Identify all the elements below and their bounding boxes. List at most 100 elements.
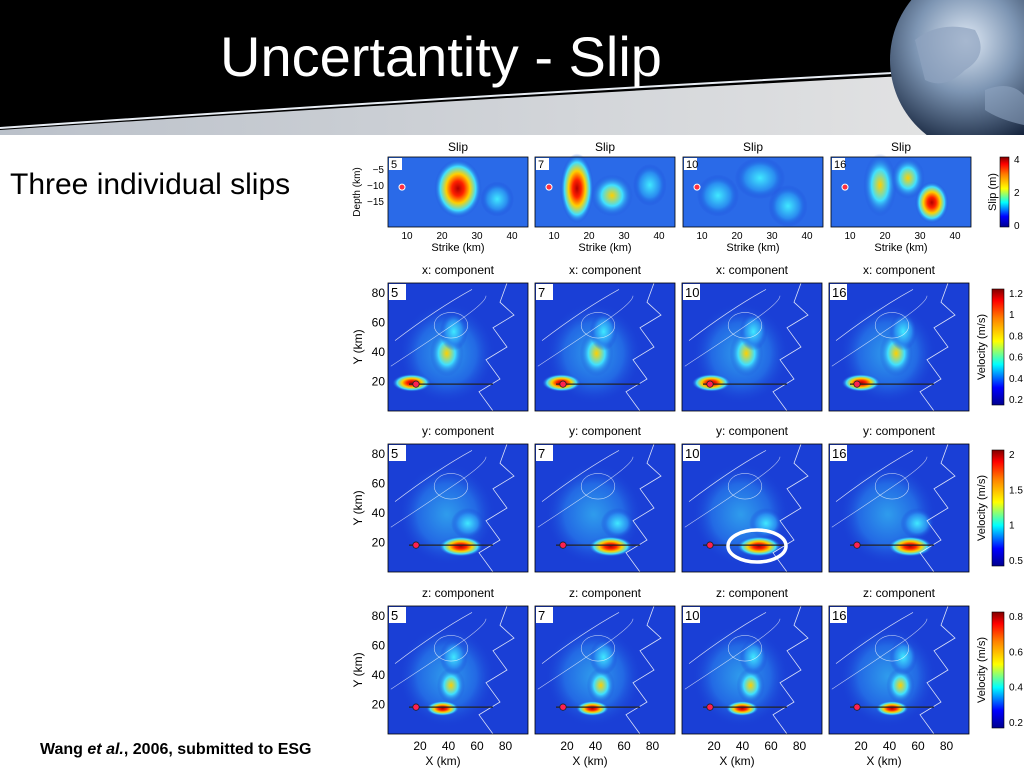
hypocenter-marker [559, 703, 567, 711]
slip-colorbar-tick: 2 [1014, 188, 1020, 199]
model-number-box [830, 607, 847, 623]
slip-colorbar [999, 156, 1010, 228]
map-xtick: 40 [736, 739, 750, 753]
velocity-patch [875, 700, 909, 717]
map-xtick: 60 [617, 739, 631, 753]
map-ytick: 60 [372, 316, 386, 330]
map-xtick: 20 [560, 739, 574, 753]
slip-patch [863, 153, 897, 217]
slip-colorbar-label: Slip (m) [987, 173, 999, 211]
velocity-patch [586, 667, 615, 704]
slip-xtick: 30 [471, 231, 483, 242]
map-ytick: 80 [372, 609, 386, 623]
map-xlabel: X (km) [719, 754, 754, 768]
model-number-box [684, 158, 697, 170]
slide-title: Uncertantity - Slip [220, 25, 662, 88]
slip-xlabel: Strike (km) [431, 242, 484, 254]
velocity-map [681, 605, 823, 735]
velocity-patch [439, 639, 468, 676]
velocity-map [387, 605, 529, 735]
velocity-patch [736, 536, 782, 557]
citation-etal: et al. [87, 741, 124, 758]
velocity-patch [600, 508, 635, 539]
component-panel-title: x: component [716, 263, 789, 277]
velocity-map [828, 605, 970, 735]
velocity-patch [589, 639, 618, 676]
component-panel-title: z: component [569, 586, 642, 600]
velocity-patch [889, 639, 918, 676]
map-ytick: 20 [372, 698, 386, 712]
velocity-map [534, 443, 676, 573]
slip-ytick: −15 [367, 197, 384, 208]
hypocenter-marker [412, 703, 420, 711]
map-xtick: 80 [793, 739, 807, 753]
model-number-box [683, 445, 700, 461]
map-xtick: 60 [911, 739, 925, 753]
map-xlabel: X (km) [572, 754, 607, 768]
model-number-box [536, 445, 553, 461]
velocity-colorbar-tick: 1.5 [1009, 485, 1023, 496]
velocity-patch [575, 700, 610, 717]
slip-xtick: 10 [401, 231, 413, 242]
model-number: 7 [538, 446, 545, 461]
velocity-colorbar-tick: 0.2 [1009, 395, 1023, 406]
velocity-map [828, 282, 970, 412]
velocity-colorbar [991, 611, 1005, 729]
slip-ytick: −10 [367, 181, 384, 192]
map-ylabel: Y (km) [351, 490, 365, 525]
model-number: 16 [834, 159, 846, 171]
map-xlabel: X (km) [425, 754, 460, 768]
model-number: 10 [686, 159, 698, 171]
velocity-colorbar-tick: 0.8 [1009, 612, 1023, 623]
slip-panel-title: Slip [891, 140, 911, 154]
slip-panel-title: Slip [743, 140, 763, 154]
hypocenter-marker [693, 183, 701, 191]
slip-colorbar-tick: 0 [1014, 221, 1020, 232]
component-panel-title: y: component [569, 424, 642, 438]
velocity-colorbar-tick: 1.2 [1009, 289, 1023, 300]
hypocenter-marker [706, 703, 714, 711]
slip-patch [734, 157, 786, 199]
slip-xtick: 30 [766, 231, 778, 242]
hypocenter-marker [853, 380, 861, 388]
model-number: 5 [391, 608, 398, 623]
map-xtick: 80 [940, 739, 954, 753]
slip-patch [480, 181, 514, 217]
velocity-patch [425, 700, 460, 717]
slip-patch [633, 164, 667, 206]
hypocenter-marker [841, 183, 849, 191]
slip-ylabel: Depth (km) [352, 167, 363, 216]
model-number-box [536, 284, 553, 300]
map-ytick: 80 [372, 286, 386, 300]
slip-xtick: 20 [436, 231, 448, 242]
slip-xtick: 10 [548, 231, 560, 242]
slip-xlabel: Strike (km) [874, 242, 927, 254]
slip-patch [768, 185, 808, 227]
velocity-map [387, 282, 529, 412]
model-number: 5 [391, 285, 398, 300]
velocity-colorbar [991, 288, 1005, 406]
velocity-colorbar-tick: 0.6 [1009, 353, 1023, 364]
velocity-patch [886, 667, 915, 704]
slip-panel-title: Slip [595, 140, 615, 154]
slip-ytick: −5 [373, 165, 385, 176]
hypocenter-marker [706, 380, 714, 388]
model-number-box [536, 158, 549, 170]
model-number: 10 [685, 285, 699, 300]
model-number: 7 [538, 608, 545, 623]
velocity-patch [739, 639, 768, 676]
map-xtick: 20 [413, 739, 427, 753]
velocity-patch [392, 373, 432, 392]
model-number: 5 [391, 446, 398, 461]
component-panel-title: x: component [863, 263, 936, 277]
map-xtick: 60 [764, 739, 778, 753]
slip-colorbar-tick: 4 [1014, 155, 1020, 166]
model-number-box [389, 445, 406, 461]
component-panel-title: y: component [716, 424, 789, 438]
slip-patch [891, 157, 925, 199]
velocity-patch [889, 312, 918, 351]
velocity-colorbar-tick: 0.2 [1009, 718, 1023, 729]
model-number: 10 [685, 608, 699, 623]
model-number-box [389, 158, 402, 170]
